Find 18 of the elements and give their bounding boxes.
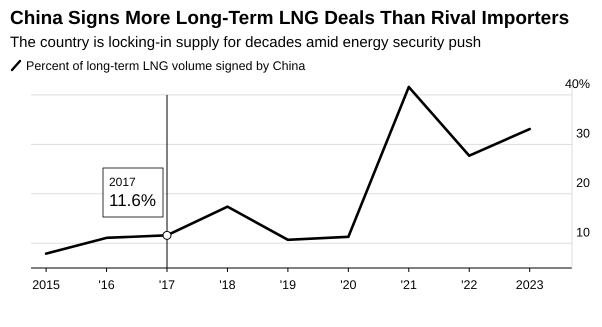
x-tick-label: '21	[400, 278, 417, 292]
x-tick-label: '17	[158, 278, 176, 292]
y-tick-label: 20	[576, 176, 590, 190]
x-tick-label: '16	[98, 278, 115, 292]
y-tick-label: 10	[576, 225, 590, 240]
legend-label: Percent of long-term LNG volume signed by China	[26, 59, 306, 73]
x-tick-label: '20	[340, 278, 357, 292]
x-tick-label: 2023	[516, 278, 544, 292]
chart-title: China Signs More Long-Term LNG Deals Than Rival Importers	[10, 8, 570, 29]
annotation: 11.6%	[109, 191, 156, 210]
annotation: 2017	[109, 175, 136, 189]
y-tick-label: 30	[576, 126, 590, 140]
y-tick-label: 40%	[564, 76, 590, 91]
x-tick-label: '22	[461, 278, 478, 292]
x-tick-label: '19	[280, 278, 296, 292]
chart-subtitle: The country is locking-in supply for decades amid energy security push	[10, 34, 482, 51]
x-tick-label: '18	[219, 278, 236, 292]
x-tick-label: 2015	[32, 278, 60, 292]
